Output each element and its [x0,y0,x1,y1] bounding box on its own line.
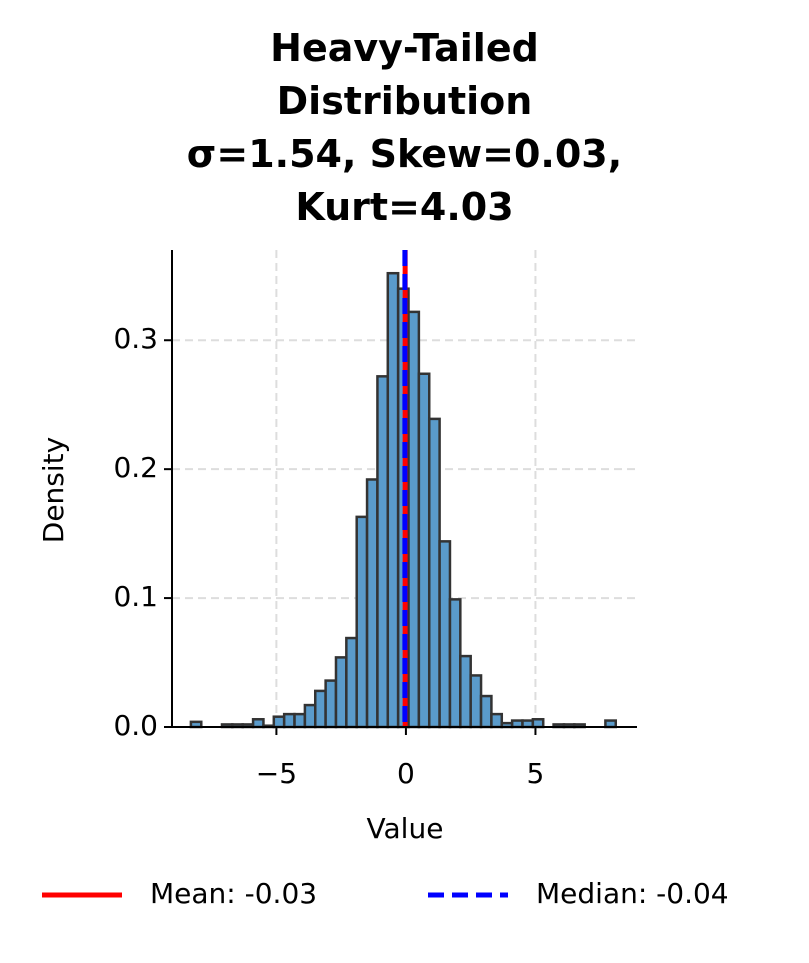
y-tick-label: 0.1 [113,580,158,613]
bar [438,540,452,729]
bar [448,598,462,729]
x-axis-label: Value [367,812,444,845]
bar [407,310,421,729]
bar [355,515,369,729]
bar [479,694,493,729]
legend-label: Median: -0.04 [536,877,729,910]
bar [251,718,265,729]
y-axis-label: Density [37,437,70,543]
bar [293,712,307,729]
y-tick-label: 0.0 [113,709,158,742]
bar [314,689,327,729]
x-tick-label: −5 [256,757,297,790]
bar [334,656,348,729]
chart-title: Heavy-Tailed Distribution σ=1.54, Skew=0… [186,26,623,229]
bar [459,654,472,729]
bar [345,636,358,729]
y-tick-label: 0.2 [113,451,158,484]
x-tick-label: 0 [397,757,415,790]
bar [303,703,317,729]
bar [417,372,431,729]
bar [365,478,379,729]
bar [490,712,504,729]
y-tick-label: 0.3 [113,322,158,355]
bar [272,715,286,729]
bar [376,375,390,729]
bar [324,679,338,729]
legend-label: Mean: -0.03 [150,877,317,910]
bar [386,271,400,729]
bar [282,712,296,729]
bar [531,718,545,729]
bar [427,417,441,729]
x-tick-label: 5 [527,757,545,790]
bar [469,674,483,729]
